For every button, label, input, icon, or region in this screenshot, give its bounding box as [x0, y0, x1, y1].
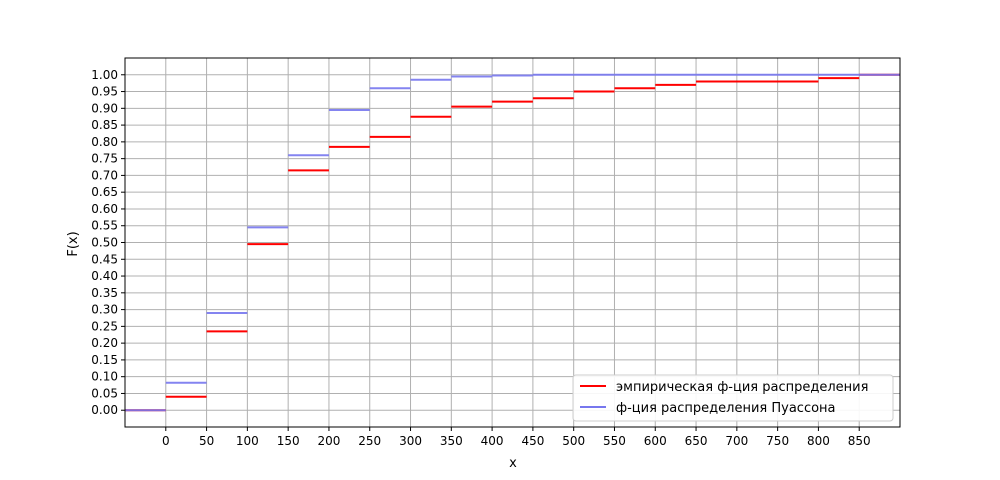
series-poisson: [125, 73, 900, 412]
x-tick-label: 750: [766, 434, 789, 448]
x-tick-label: 550: [603, 434, 626, 448]
x-tick-label: 600: [644, 434, 667, 448]
x-tick-label: 650: [685, 434, 708, 448]
y-tick-label: 0.85: [91, 118, 118, 132]
y-tick-label: 0.70: [91, 168, 118, 182]
x-tick-label: 800: [807, 434, 830, 448]
legend: эмпирическая ф-ция распределения ф-ция р…: [572, 374, 894, 422]
x-tick-label: 500: [562, 434, 585, 448]
series-empirical: [125, 73, 900, 412]
y-tick-label: 0.80: [91, 135, 118, 149]
y-axis-label: F(x): [66, 231, 81, 256]
x-tick-label: 300: [399, 434, 422, 448]
x-tick-label: 250: [358, 434, 381, 448]
x-tick-label: 100: [236, 434, 259, 448]
y-tick-label: 0.05: [91, 386, 118, 400]
x-tick-label: 850: [848, 434, 871, 448]
series-layer: [125, 73, 900, 412]
y-tick-label: 0.65: [91, 185, 118, 199]
y-tick-label: 0.20: [91, 336, 118, 350]
y-axis-ticks: 0.00 0.05 0.10 0.15 0.20 0.25 0.30 0.35 0.40 0.45…: [91, 68, 125, 417]
legend-box: [572, 374, 894, 422]
y-tick-label: 0.55: [91, 219, 118, 233]
y-tick-label: 0.60: [91, 202, 118, 216]
y-tick-label: 0.35: [91, 286, 118, 300]
x-tick-label: 400: [481, 434, 504, 448]
plot-area: 0 50 100 150 200 250 300 350 400 450 500 550 600 650 7…: [91, 57, 901, 448]
x-axis-label: x: [509, 456, 517, 471]
y-tick-label: 0.40: [91, 269, 118, 283]
y-tick-label: 0.75: [91, 152, 118, 166]
x-tick-label: 200: [317, 434, 340, 448]
y-tick-label: 0.25: [91, 319, 118, 333]
y-tick-label: 1.00: [91, 68, 118, 82]
y-tick-label: 0.95: [91, 85, 118, 99]
legend-label-poisson: ф-ция распределения Пуассона: [616, 401, 836, 416]
y-tick-label: 0.30: [91, 303, 118, 317]
grid: [125, 58, 900, 427]
y-tick-label: 0.90: [91, 101, 118, 115]
y-tick-label: 0.10: [91, 370, 118, 384]
x-tick-label: 350: [440, 434, 463, 448]
legend-label-empirical: эмпирическая ф-ция распределения: [616, 380, 868, 395]
x-axis-ticks: 0 50 100 150 200 250 300 350 400 450 500 550 600 650 7…: [162, 427, 871, 448]
x-tick-label: 700: [725, 434, 748, 448]
x-tick-label: 450: [521, 434, 544, 448]
y-tick-label: 0.50: [91, 236, 118, 250]
y-tick-label: 0.45: [91, 252, 118, 266]
x-tick-label: 0: [162, 434, 170, 448]
x-tick-label: 50: [199, 434, 214, 448]
x-tick-label: 150: [277, 434, 300, 448]
y-tick-label: 0.15: [91, 353, 118, 367]
y-tick-label: 0.00: [91, 403, 118, 417]
